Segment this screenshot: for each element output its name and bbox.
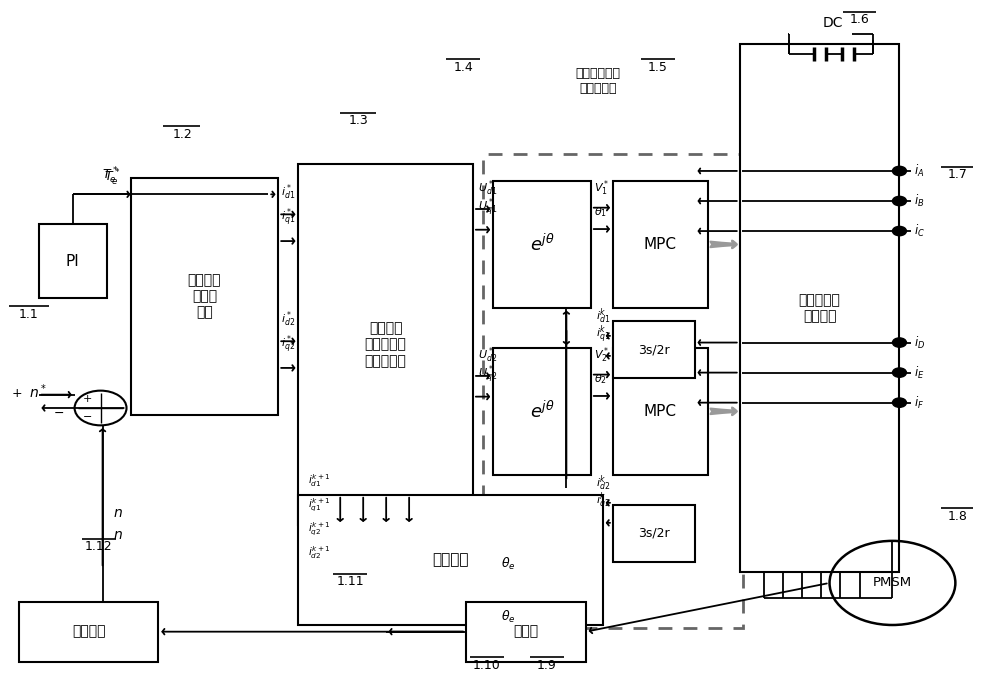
- Text: 双三相三电
平逆变器: 双三相三电 平逆变器: [799, 293, 840, 323]
- Text: 1.7: 1.7: [947, 168, 967, 181]
- Text: +: +: [82, 394, 92, 404]
- Text: 基于电机
离散模型的
无差拍控制: 基于电机 离散模型的 无差拍控制: [365, 322, 407, 367]
- Text: $U_{d2}^*$: $U_{d2}^*$: [478, 346, 497, 365]
- Text: 交替执行采样
与控制程序: 交替执行采样 与控制程序: [575, 67, 620, 95]
- Text: $i_{d2}^{k+1}$: $i_{d2}^{k+1}$: [308, 544, 331, 561]
- Circle shape: [892, 398, 906, 407]
- Text: $i_{d2}^*$: $i_{d2}^*$: [281, 310, 295, 329]
- Bar: [613, 505, 695, 561]
- Text: 编码器: 编码器: [513, 625, 539, 639]
- Text: 3s/2r: 3s/2r: [638, 527, 670, 540]
- Text: 1.10: 1.10: [473, 659, 501, 672]
- Text: 1.8: 1.8: [947, 509, 967, 523]
- Circle shape: [892, 226, 906, 236]
- Bar: [483, 154, 743, 629]
- Text: $i_{q1}^*$: $i_{q1}^*$: [281, 207, 295, 229]
- Text: 1.9: 1.9: [537, 659, 557, 672]
- Text: $i_E$: $i_E$: [914, 365, 925, 381]
- Bar: [298, 164, 473, 525]
- Text: $i_{d2}^k$: $i_{d2}^k$: [596, 473, 610, 493]
- Text: $i_{q1}^k$: $i_{q1}^k$: [596, 324, 610, 346]
- Text: 转速计算: 转速计算: [72, 625, 105, 639]
- Text: 1.5: 1.5: [648, 61, 668, 74]
- Bar: [39, 224, 107, 298]
- Text: $e^{j\theta}$: $e^{j\theta}$: [530, 400, 554, 422]
- Text: MPC: MPC: [644, 404, 677, 419]
- Text: $n$: $n$: [113, 507, 122, 520]
- Text: $i_{d1}^*$: $i_{d1}^*$: [281, 183, 295, 203]
- Text: $i_{d1}^{k+1}$: $i_{d1}^{k+1}$: [308, 472, 331, 489]
- Text: $U_{q1}^*$: $U_{q1}^*$: [478, 197, 497, 219]
- Text: $n$: $n$: [113, 528, 122, 542]
- Text: 1.3: 1.3: [348, 114, 368, 127]
- Bar: [466, 602, 586, 662]
- Circle shape: [892, 338, 906, 347]
- Circle shape: [892, 368, 906, 378]
- Bar: [613, 181, 708, 308]
- Text: 3s/2r: 3s/2r: [638, 343, 670, 356]
- Text: 1.4: 1.4: [453, 61, 473, 74]
- Text: $i_{q2}^*$: $i_{q2}^*$: [281, 334, 295, 356]
- Text: $U_{q2}^*$: $U_{q2}^*$: [478, 364, 497, 386]
- Text: PI: PI: [66, 254, 79, 269]
- Text: $V_2^*$: $V_2^*$: [594, 345, 609, 365]
- Text: $i_{q1}^{k+1}$: $i_{q1}^{k+1}$: [308, 496, 331, 513]
- Text: $i_B$: $i_B$: [914, 193, 925, 209]
- Text: $i_A$: $i_A$: [914, 163, 925, 179]
- Circle shape: [892, 197, 906, 206]
- Bar: [740, 44, 899, 571]
- Text: 1.2: 1.2: [173, 128, 192, 141]
- Text: 1.6: 1.6: [850, 13, 869, 26]
- Text: MPC: MPC: [644, 237, 677, 252]
- Bar: [613, 321, 695, 378]
- Bar: [131, 178, 278, 415]
- Text: $\theta_e$: $\theta_e$: [501, 555, 516, 571]
- Text: $i_C$: $i_C$: [914, 223, 925, 239]
- Text: 1.1: 1.1: [19, 308, 39, 321]
- Text: $\theta_2$: $\theta_2$: [594, 372, 607, 386]
- Text: −: −: [82, 412, 92, 422]
- Text: $i_{d1}^k$: $i_{d1}^k$: [596, 306, 610, 326]
- Bar: [493, 348, 591, 474]
- Text: $i_F$: $i_F$: [914, 394, 925, 411]
- Text: $i_{q2}^{k+1}$: $i_{q2}^{k+1}$: [308, 521, 331, 538]
- Text: $n^*$: $n^*$: [29, 382, 46, 400]
- Text: $U_{d1}^*$: $U_{d1}^*$: [478, 179, 497, 199]
- Text: DC: DC: [822, 15, 843, 30]
- Text: 1.12: 1.12: [85, 540, 112, 553]
- Bar: [19, 602, 158, 662]
- Text: $T_e^*$: $T_e^*$: [104, 168, 121, 188]
- Text: PMSM: PMSM: [873, 577, 912, 590]
- Text: $\theta_e$: $\theta_e$: [501, 609, 516, 625]
- Text: +: +: [12, 387, 23, 400]
- Text: $i_{q2}^k$: $i_{q2}^k$: [596, 491, 610, 513]
- Text: $V_1^*$: $V_1^*$: [594, 178, 609, 198]
- Text: 最大转矩
电流比
控制: 最大转矩 电流比 控制: [188, 273, 221, 320]
- Bar: [613, 348, 708, 474]
- Text: $i_D$: $i_D$: [914, 334, 926, 351]
- Text: 1.11: 1.11: [336, 575, 364, 588]
- Bar: [298, 495, 603, 625]
- Text: −: −: [54, 406, 65, 420]
- Circle shape: [892, 166, 906, 176]
- Bar: [493, 181, 591, 308]
- Text: 电流预测: 电流预测: [432, 553, 469, 567]
- Text: $e^{j\theta}$: $e^{j\theta}$: [530, 234, 554, 255]
- Text: $\theta_1$: $\theta_1$: [594, 205, 607, 219]
- Text: $T_e^*$: $T_e^*$: [102, 166, 119, 186]
